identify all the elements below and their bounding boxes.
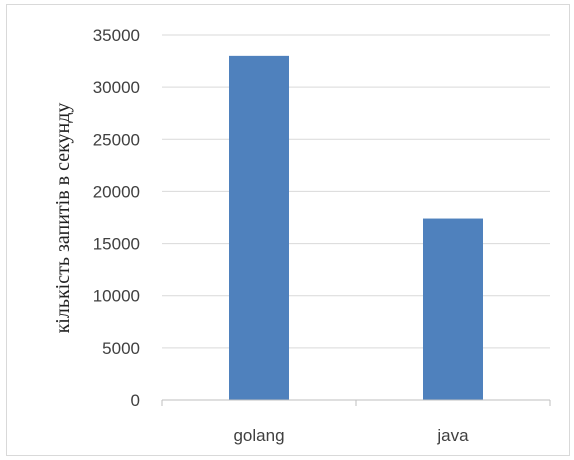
bar-java	[423, 218, 483, 400]
y-tick-label-4: 20000	[93, 182, 140, 201]
axes	[161, 399, 551, 406]
tick-labels: 0 5000 10000 15000 20000 25000 30000 35000 golan…	[93, 26, 469, 445]
gridlines	[162, 34, 550, 349]
x-tick-label-golang: golang	[233, 426, 284, 445]
bar-golang	[229, 55, 289, 400]
y-tick-label-1: 5000	[102, 339, 140, 358]
bars	[229, 55, 483, 400]
y-tick-label-2: 10000	[93, 287, 140, 306]
y-axis-title: кількість запитів в секунду	[52, 103, 74, 334]
x-tick-label-java: java	[436, 426, 469, 445]
y-tick-label-0: 0	[131, 391, 140, 410]
y-tick-label-7: 35000	[93, 26, 140, 45]
y-tick-label-3: 15000	[93, 235, 140, 254]
y-tick-label-5: 25000	[93, 130, 140, 149]
y-tick-label-6: 30000	[93, 78, 140, 97]
